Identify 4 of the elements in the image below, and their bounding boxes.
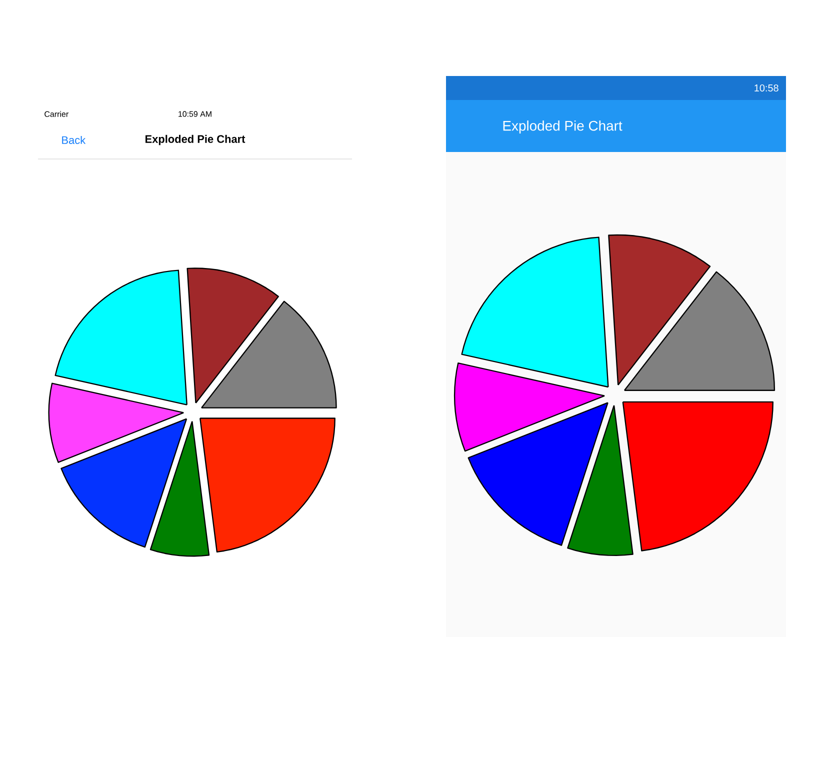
text: 10:58 bbox=[754, 84, 778, 92]
chart-title: Exploded Pie Chart bbox=[146, 134, 246, 146]
chart-title: Exploded Pie Chart bbox=[503, 120, 622, 134]
text: Back bbox=[62, 136, 86, 144]
